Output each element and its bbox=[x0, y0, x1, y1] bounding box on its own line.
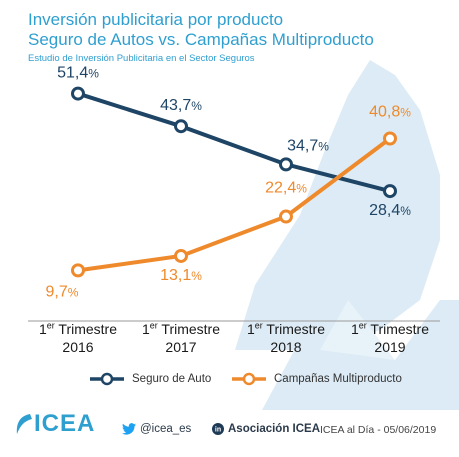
series-line-seguro-auto bbox=[77, 91, 391, 194]
twitter-handle-text: @icea_es bbox=[140, 423, 192, 435]
linkedin-icon: in bbox=[212, 423, 224, 435]
data-point-seguro-auto bbox=[279, 157, 293, 172]
icea-logo: ICEA bbox=[14, 410, 95, 438]
data-point-multiproducto bbox=[383, 131, 397, 146]
data-label-multiproducto: 9,7% bbox=[46, 283, 79, 300]
legend: Seguro de Auto Campañas Multiproducto bbox=[0, 372, 459, 394]
x-tick-label: 1er Trimestre 2019 bbox=[350, 320, 430, 355]
legend-label-seguro-auto: Seguro de Auto bbox=[132, 373, 212, 385]
data-label-seguro-auto: 43,7% bbox=[160, 97, 202, 114]
svg-text:in: in bbox=[215, 427, 221, 434]
legend-swatch-seguro-auto bbox=[90, 372, 124, 386]
chart-title-line-2: Seguro de Autos vs. Campañas Multiproduc… bbox=[28, 30, 374, 49]
data-point-multiproducto bbox=[71, 263, 85, 278]
chart-subtitle: Estudio de Inversión Publicitaria en el … bbox=[28, 53, 255, 64]
data-label-multiproducto: 40,8% bbox=[369, 104, 411, 121]
data-point-seguro-auto bbox=[383, 184, 397, 199]
series-line-multiproducto bbox=[77, 136, 392, 273]
legend-item-seguro-auto: Seguro de Auto bbox=[90, 372, 211, 386]
icea-logo-text: ICEA bbox=[34, 410, 96, 437]
twitter-handle[interactable]: @icea_es bbox=[122, 423, 191, 435]
legend-swatch-multiproducto bbox=[232, 372, 266, 386]
data-point-seguro-auto bbox=[71, 86, 85, 101]
linkedin-link[interactable]: in Asociación ICEA bbox=[212, 423, 320, 435]
legend-label-multiproducto: Campañas Multiproducto bbox=[274, 373, 402, 385]
x-tick-label: 1er Trimestre 2017 bbox=[141, 320, 221, 355]
data-point-seguro-auto bbox=[174, 119, 188, 134]
data-point-multiproducto bbox=[279, 209, 293, 224]
twitter-icon bbox=[122, 423, 136, 435]
data-label-seguro-auto: 34,7% bbox=[287, 137, 329, 154]
data-label-seguro-auto: 28,4% bbox=[369, 202, 411, 219]
date-note: ICEA al Día - 05/06/2019 bbox=[320, 424, 437, 436]
data-point-multiproducto bbox=[174, 248, 188, 263]
x-tick-label: 1er Trimestre 2016 bbox=[38, 320, 118, 355]
data-label-seguro-auto: 51,4% bbox=[57, 65, 99, 82]
legend-item-multiproducto: Campañas Multiproducto bbox=[232, 372, 402, 386]
data-label-multiproducto: 22,4% bbox=[265, 180, 307, 197]
icea-logo-mark bbox=[16, 414, 32, 434]
linkedin-text: Asociación ICEA bbox=[228, 423, 321, 435]
x-tick-label: 1er Trimestre 2018 bbox=[246, 320, 326, 355]
chart-title-line-1: Inversión publicitaria por producto bbox=[28, 10, 284, 29]
data-label-multiproducto: 13,1% bbox=[160, 267, 202, 284]
